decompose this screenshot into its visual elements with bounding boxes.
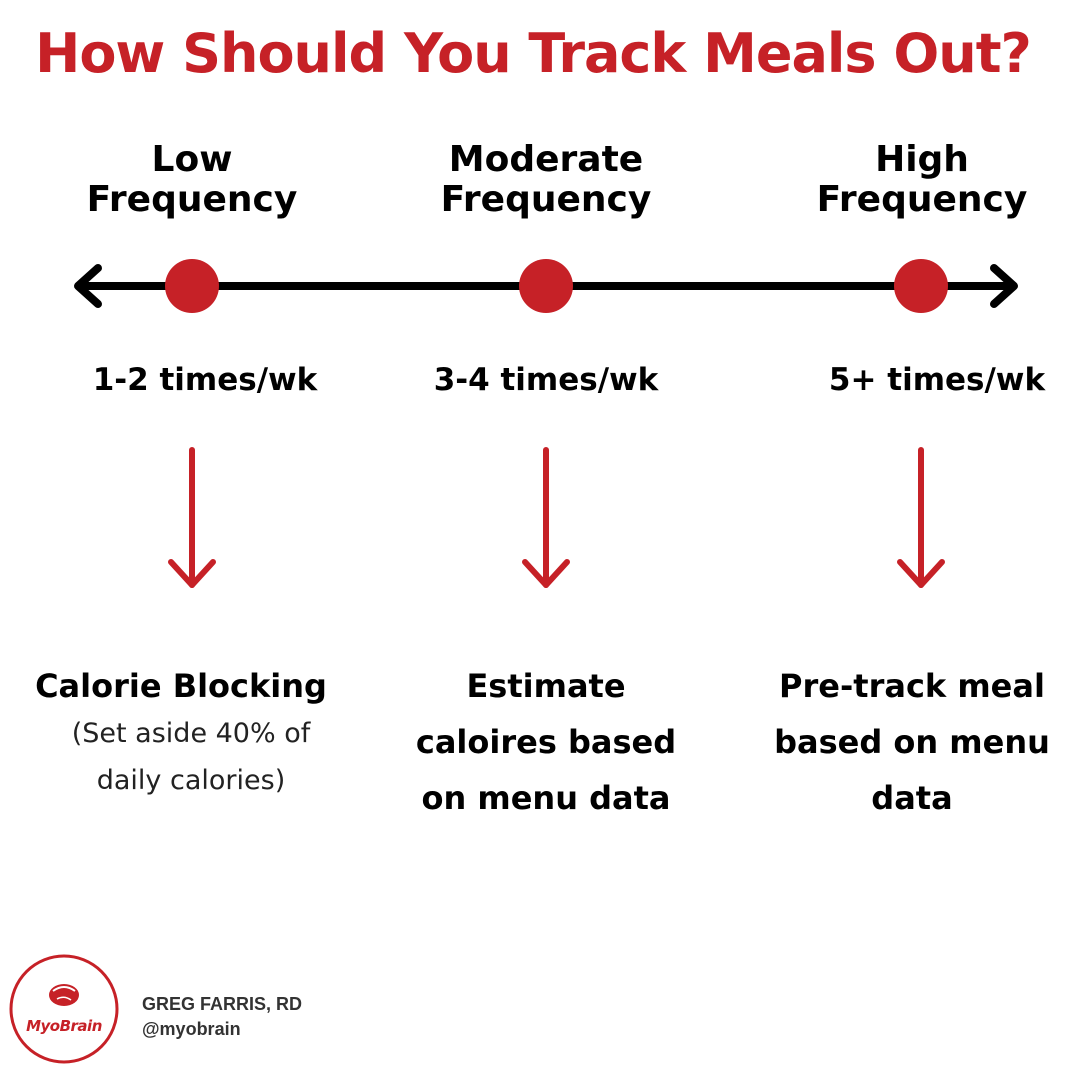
down-arrow-low	[168, 447, 216, 588]
dot-high	[894, 259, 948, 313]
level-moderate-line2: Frequency	[440, 179, 652, 220]
method-high-line3: data	[871, 779, 953, 817]
method-high: Pre-track meal based on menu data	[747, 658, 1077, 826]
method-low-line1: Calorie Blocking	[35, 667, 327, 705]
level-high-line2: Frequency	[816, 179, 1028, 220]
rate-high: 5+ times/wk	[828, 362, 1046, 398]
level-moderate: Moderate Frequency	[386, 140, 706, 220]
level-high: High Frequency	[762, 140, 1080, 220]
down-arrow-moderate	[522, 447, 570, 588]
method-high-line1: Pre-track meal	[779, 667, 1045, 705]
dot-moderate	[519, 259, 573, 313]
rate-moderate: 3-4 times/wk	[433, 362, 659, 398]
level-low: Low Frequency	[32, 140, 352, 220]
author-credit: GREG FARRIS, RD @myobrain	[142, 992, 302, 1042]
method-low-note: (Set aside 40% of daily calories)	[31, 710, 351, 804]
logo-ring	[9, 954, 119, 1064]
level-moderate-line1: Moderate	[448, 139, 644, 180]
level-low-line1: Low	[151, 139, 233, 180]
method-moderate-line3: on menu data	[421, 779, 671, 817]
timeline-right-arrowhead	[990, 264, 1018, 308]
method-moderate-line1: Estimate	[466, 667, 626, 705]
rate-low: 1-2 times/wk	[92, 362, 318, 398]
brain-icon	[49, 984, 79, 1006]
timeline-left-arrowhead	[74, 264, 102, 308]
page-title: How Should You Track Meals Out?	[35, 22, 1032, 85]
method-moderate: Estimate caloires based on menu data	[381, 658, 711, 826]
dot-low	[165, 259, 219, 313]
logo-wordmark: MyoBrain	[26, 1017, 102, 1035]
author-name: GREG FARRIS, RD	[142, 994, 303, 1014]
method-high-line2: based on menu	[774, 723, 1050, 761]
method-low-note-line1: (Set aside 40% of	[71, 718, 311, 749]
down-arrow-high	[897, 447, 945, 588]
method-low-note-line2: daily calories)	[96, 765, 286, 796]
method-moderate-line2: caloires based	[415, 723, 677, 761]
level-low-line2: Frequency	[86, 179, 298, 220]
method-low: Calorie Blocking	[16, 658, 346, 714]
myobrain-logo: MyoBrain	[8, 953, 120, 1065]
author-handle: @myobrain	[142, 1019, 241, 1039]
level-high-line1: High	[875, 139, 969, 180]
